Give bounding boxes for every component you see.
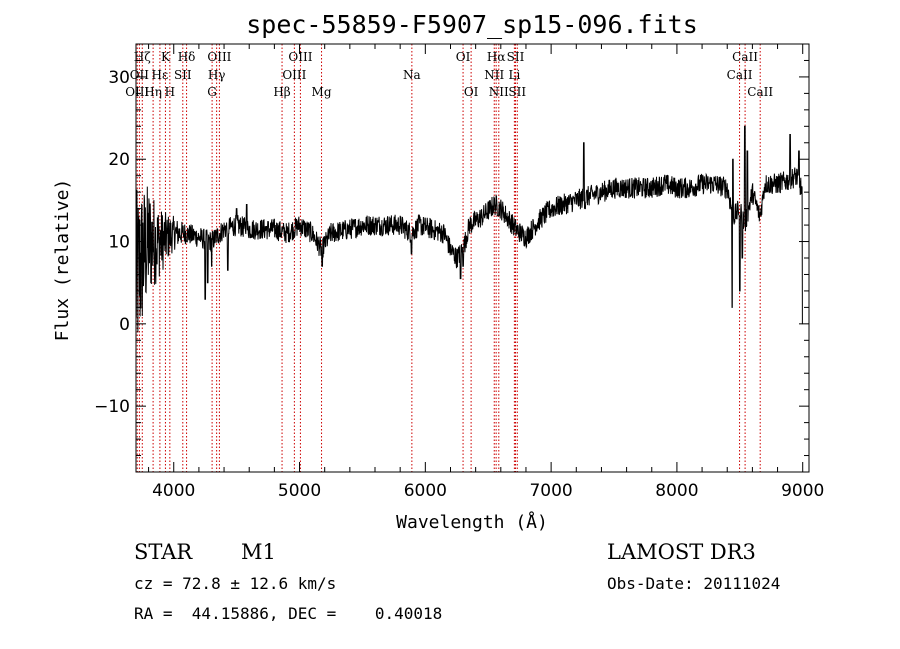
spectral-line-label: CaII [732,50,758,64]
spectral-line-label: CaII [747,85,773,99]
spectral-line-label: Mg [312,85,332,99]
spectral-line-label: Hδ [178,50,196,64]
spectral-line-label: SII [174,68,192,82]
spectral-line-label: Hβ [273,85,290,99]
spectral-line-label: Na [403,68,421,82]
chart-title: spec-55859-F5907_sp15-096.fits [246,10,698,39]
spectral-line-label: SII [507,50,525,64]
spectral-line-label: Hα [487,50,506,64]
spectral-line-label: H [165,85,175,99]
spectral-line-label: OIII [207,50,231,64]
object-class: STAR [134,540,193,564]
spectral-line-label: Hγ [208,68,226,82]
axis-tick-labels: 4000 5000 6000 7000 8000 9000 −10 0 10 20 30 [94,68,824,501]
spectral-line-label: K [161,50,171,64]
axis-ticks [136,43,809,473]
spectral-line-label: OII [130,68,150,82]
x-axis-label: Wavelength (Å) [396,511,548,533]
spectral-line-label: OIII [288,50,312,64]
x-tick-label: 9000 [781,481,824,501]
spectral-line-label: OIII [282,68,306,82]
survey-name: LAMOST DR3 [607,540,756,564]
spectral-line-label: G [207,85,217,99]
spectral-line-markers [136,44,761,472]
spectral-line-label: OI [464,85,479,99]
spectral-line-label: CaII [727,68,753,82]
spectral-line-label: NII [484,68,504,82]
plot-frame [135,43,810,473]
spectral-line-label: NII [489,85,509,99]
y-tick-label: 30 [108,68,130,88]
x-tick-label: 4000 [152,481,195,501]
object-subclass: M1 [241,540,276,564]
spectral-line-label: Li [508,68,520,82]
spectral-line-label: Hε [152,68,169,82]
x-tick-label: 8000 [655,481,698,501]
y-tick-label: −10 [94,397,130,417]
spectral-line-label: OI [456,50,471,64]
x-tick-label: 7000 [529,481,572,501]
y-tick-label: 10 [108,233,130,253]
spectral-line-label: OIII [125,85,149,99]
spectral-line-label: SII [508,85,526,99]
coordinates-readout: RA = 44.15886, DEC = 0.40018 [134,604,443,623]
y-tick-label: 0 [119,315,130,335]
x-tick-label: 6000 [404,481,447,501]
spectrum-line [135,125,803,333]
observation-date: Obs-Date: 20111024 [607,574,781,593]
x-tick-label: 5000 [278,481,321,501]
y-tick-label: 20 [108,150,130,170]
velocity-readout: cz = 72.8 ± 12.6 km/s [134,574,337,593]
spectral-line-label: Hη [144,85,162,99]
y-axis-label: Flux (relative) [52,179,73,342]
